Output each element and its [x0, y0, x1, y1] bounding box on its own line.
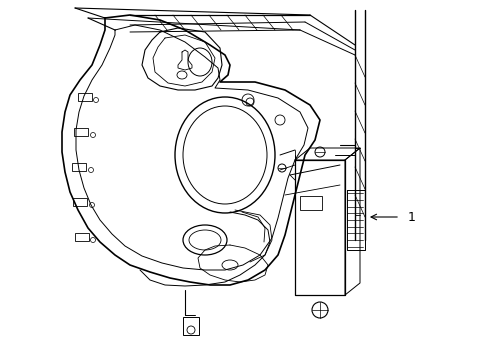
Bar [299, 196, 321, 210]
Text: 1: 1 [407, 211, 415, 224]
Bar [183, 317, 199, 335]
Bar [72, 163, 86, 171]
Bar [75, 233, 89, 241]
Bar [73, 198, 87, 206]
Bar [74, 128, 88, 136]
Bar [78, 93, 92, 101]
